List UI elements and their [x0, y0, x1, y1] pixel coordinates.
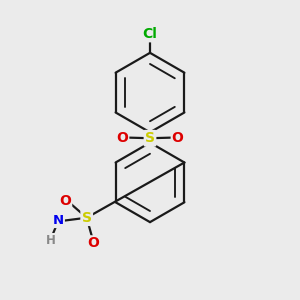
Text: S: S: [145, 131, 155, 145]
Text: O: O: [88, 236, 99, 250]
Text: O: O: [59, 194, 71, 208]
Text: Cl: Cl: [142, 27, 158, 41]
Text: H: H: [46, 234, 56, 247]
Text: O: O: [172, 130, 184, 145]
Text: O: O: [116, 130, 128, 145]
Text: S: S: [82, 211, 92, 225]
Text: N: N: [53, 214, 64, 227]
